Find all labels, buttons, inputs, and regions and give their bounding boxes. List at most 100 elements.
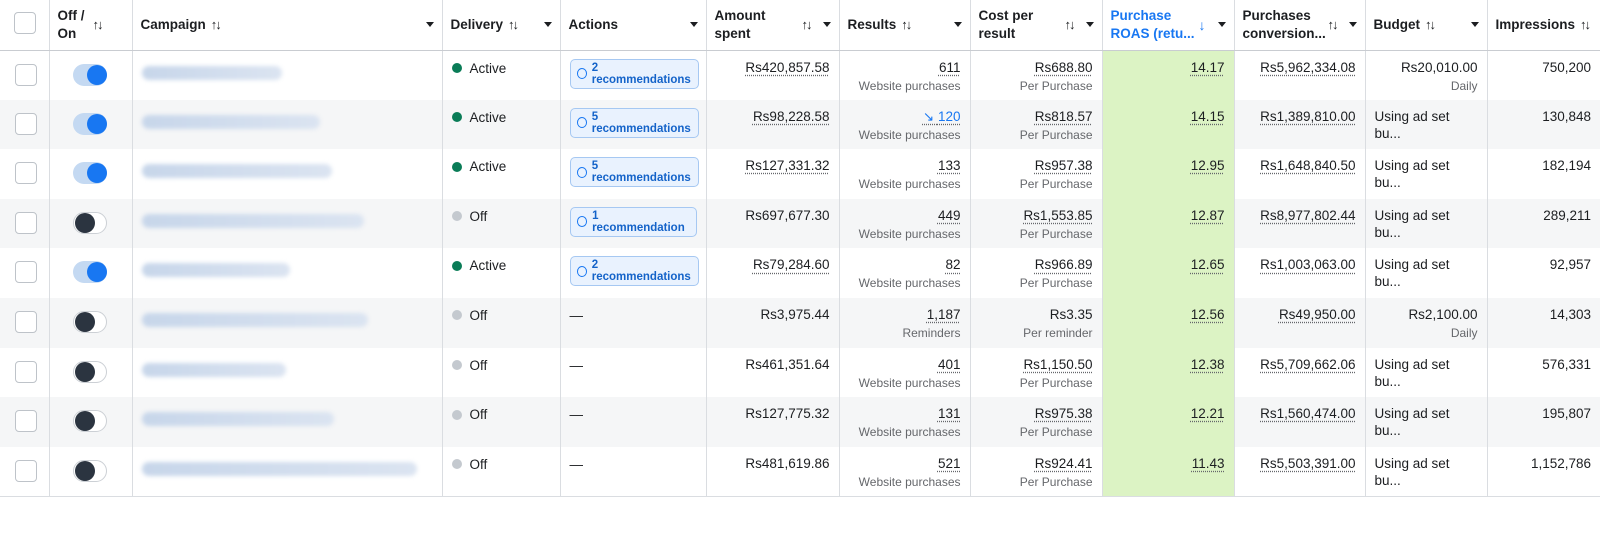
- sort-icon[interactable]: ↑↓: [508, 16, 519, 32]
- chevron-down-icon[interactable]: [1348, 22, 1357, 28]
- chevron-down-icon[interactable]: [1470, 22, 1479, 28]
- select-all-checkbox[interactable]: [14, 12, 36, 35]
- campaign-toggle[interactable]: [72, 63, 107, 86]
- cost-per-result-header[interactable]: Cost per result ↑↓: [970, 0, 1103, 51]
- sort-icon[interactable]: ↑↓: [801, 17, 813, 33]
- campaign-name-cell[interactable]: [132, 446, 443, 497]
- cost-per-result-value[interactable]: Rs3.35: [1049, 306, 1093, 322]
- campaign-name-cell[interactable]: [132, 248, 443, 298]
- results-value[interactable]: 401: [849, 356, 961, 373]
- cost-per-result-value[interactable]: Rs1,150.50: [1023, 356, 1093, 372]
- chevron-down-icon[interactable]: [425, 22, 434, 28]
- table-row[interactable]: Off — Rs461,351.64 401 Website purchases Rs1,…: [0, 347, 1600, 398]
- campaign-name-redacted[interactable]: [141, 213, 364, 228]
- purchases-conversion-value[interactable]: Rs1,389,810.00: [1260, 108, 1356, 124]
- purchases-conversion-value[interactable]: Rs1,648,840.50: [1260, 158, 1356, 174]
- campaign-toggle[interactable]: [72, 261, 107, 284]
- campaign-toggle[interactable]: [72, 459, 107, 482]
- campaign-name-cell[interactable]: [132, 50, 443, 100]
- campaign-name-redacted[interactable]: [141, 114, 320, 129]
- cost-per-result-value[interactable]: Rs966.89: [1034, 257, 1093, 273]
- roas-value[interactable]: 12.65: [1190, 257, 1225, 273]
- results-header[interactable]: Results ↑↓: [839, 0, 971, 51]
- campaign-header[interactable]: Campaign ↑↓: [132, 0, 443, 51]
- table-row[interactable]: Active 5 recommendations Rs127,331.32 133 We…: [0, 149, 1600, 199]
- sort-icon[interactable]: ↑↓: [1327, 17, 1339, 33]
- campaign-toggle[interactable]: [72, 162, 107, 185]
- roas-value[interactable]: 14.15: [1190, 108, 1225, 124]
- campaign-name-cell[interactable]: [132, 149, 443, 199]
- row-checkbox[interactable]: [15, 360, 37, 383]
- roas-value[interactable]: 14.17: [1190, 59, 1225, 75]
- cost-per-result-value[interactable]: Rs975.38: [1034, 406, 1093, 422]
- roas-value[interactable]: 12.38: [1190, 356, 1225, 372]
- table-row[interactable]: Off 1 recommendation Rs697,677.30 449 Websit…: [0, 198, 1600, 249]
- recommendations-badge[interactable]: 1 recommendation: [569, 206, 697, 237]
- campaign-toggle[interactable]: [72, 310, 107, 333]
- sort-icon[interactable]: ↑↓: [901, 16, 912, 32]
- sort-icon[interactable]: ↑↓: [92, 16, 104, 32]
- campaign-name-cell[interactable]: [132, 198, 443, 249]
- campaign-name-cell[interactable]: [132, 297, 443, 348]
- roas-value[interactable]: 12.21: [1190, 406, 1225, 422]
- roas-header[interactable]: Purchase ROAS (retu... ↓: [1102, 0, 1235, 51]
- table-row[interactable]: Off — Rs127,775.32 131 Website purchases Rs97…: [0, 397, 1600, 447]
- results-value[interactable]: 449: [849, 207, 961, 224]
- campaign-name-redacted[interactable]: [141, 164, 332, 179]
- budget-header[interactable]: Budget ↑↓: [1365, 0, 1488, 51]
- purchases-conversion-value[interactable]: Rs1,560,474.00: [1260, 406, 1356, 422]
- chevron-down-icon[interactable]: [1085, 22, 1094, 28]
- campaign-name-cell[interactable]: [132, 99, 443, 150]
- roas-value[interactable]: 12.87: [1190, 207, 1225, 223]
- table-row[interactable]: Off — Rs3,975.44 1,187 Reminders Rs3.35 Per re…: [0, 297, 1600, 348]
- results-value[interactable]: ↘ 120: [849, 108, 961, 125]
- row-checkbox[interactable]: [15, 410, 37, 433]
- campaign-toggle[interactable]: [72, 211, 107, 234]
- purchases-conversion-value[interactable]: Rs8,977,802.44: [1260, 207, 1356, 223]
- purchases-conversion-header[interactable]: Purchases conversion... ↑↓: [1234, 0, 1366, 51]
- cost-per-result-value[interactable]: Rs1,553.85: [1023, 207, 1093, 223]
- roas-value[interactable]: 12.95: [1190, 158, 1225, 174]
- recommendations-badge[interactable]: 2 recommendations: [569, 58, 699, 89]
- chevron-down-icon[interactable]: [689, 22, 698, 28]
- row-checkbox[interactable]: [15, 310, 37, 333]
- delivery-header[interactable]: Delivery ↑↓: [442, 0, 561, 51]
- sort-icon[interactable]: ↑↓: [1580, 16, 1591, 32]
- recommendations-badge[interactable]: 5 recommendations: [569, 107, 699, 138]
- campaign-toggle[interactable]: [72, 410, 107, 433]
- row-checkbox[interactable]: [15, 63, 37, 86]
- chevron-down-icon[interactable]: [1217, 22, 1226, 28]
- results-value[interactable]: 1,187: [849, 306, 961, 323]
- cost-per-result-value[interactable]: Rs957.38: [1034, 158, 1093, 174]
- cost-per-result-value[interactable]: Rs924.41: [1034, 455, 1093, 471]
- campaign-name-redacted[interactable]: [141, 461, 417, 476]
- table-row[interactable]: Active 2 recommendations Rs420,857.58 611 We…: [0, 50, 1600, 100]
- impressions-header[interactable]: Impressions ↑↓: [1487, 0, 1600, 51]
- sort-icon[interactable]: ↑↓: [210, 16, 222, 32]
- campaign-name-cell[interactable]: [132, 347, 443, 398]
- sort-icon[interactable]: ↑↓: [1064, 17, 1076, 33]
- campaign-name-redacted[interactable]: [141, 263, 290, 278]
- chevron-down-icon[interactable]: [822, 22, 831, 28]
- row-checkbox[interactable]: [15, 459, 37, 482]
- purchases-conversion-value[interactable]: Rs5,709,662.06: [1260, 356, 1356, 372]
- campaign-name-redacted[interactable]: [141, 362, 286, 377]
- campaign-name-redacted[interactable]: [141, 65, 282, 80]
- results-value[interactable]: 611: [849, 59, 961, 76]
- campaign-toggle[interactable]: [72, 360, 107, 383]
- arrow-down-icon[interactable]: ↓: [1198, 16, 1206, 33]
- campaign-name-cell[interactable]: [132, 397, 443, 447]
- table-row[interactable]: Active 2 recommendations Rs79,284.60 82 Webs…: [0, 248, 1600, 298]
- chevron-down-icon[interactable]: [543, 22, 552, 28]
- row-checkbox[interactable]: [15, 211, 37, 234]
- campaign-name-redacted[interactable]: [141, 412, 334, 427]
- recommendations-badge[interactable]: 5 recommendations: [569, 157, 699, 188]
- onoff-header[interactable]: Off / On ↑↓: [49, 0, 133, 51]
- purchases-conversion-value[interactable]: Rs5,962,334.08: [1260, 59, 1356, 75]
- table-row[interactable]: Active 5 recommendations Rs98,228.58 ↘ 120 W…: [0, 99, 1600, 150]
- results-value[interactable]: 82: [849, 256, 960, 273]
- cost-per-result-value[interactable]: Rs688.80: [1034, 59, 1093, 75]
- table-row[interactable]: Off — Rs481,619.86 521 Website purchases Rs92…: [0, 446, 1600, 497]
- sort-icon[interactable]: ↑↓: [1425, 16, 1436, 32]
- amount-spent-header[interactable]: Amount spent ↑↓: [706, 0, 840, 51]
